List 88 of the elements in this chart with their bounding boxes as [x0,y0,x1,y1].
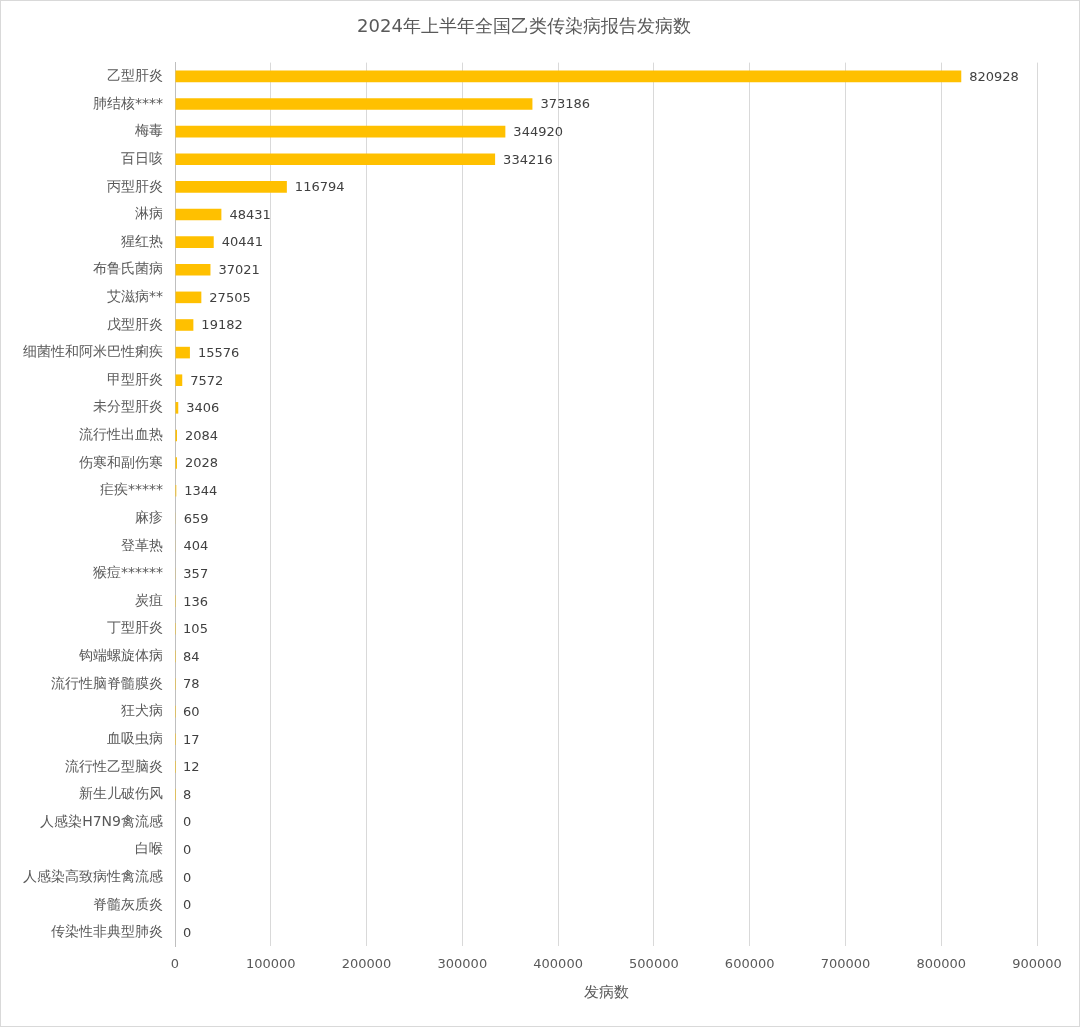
data-label: 84 [183,648,200,664]
data-label: 0 [183,924,192,940]
bar [175,374,183,387]
data-label: 15576 [197,344,240,360]
data-label: 373186 [540,96,591,112]
y-tick-label: 未分型肝炎 [93,398,163,415]
y-tick-label: 登革热 [121,536,163,553]
y-tick-label: 流行性出血热 [79,426,163,443]
data-label: 820928 [969,68,1019,84]
data-label: 8 [183,786,192,802]
bar [175,98,533,110]
y-tick-label: 百日咳 [121,149,163,166]
x-axis-title: 发病数 [583,982,629,1001]
data-label: 1344 [184,483,218,499]
y-tick-label: 猩红热 [121,232,163,249]
y-tick-label: 血吸虫病 [107,729,163,746]
data-label: 105 [183,621,208,637]
data-label: 0 [183,869,192,885]
bar [175,70,962,83]
y-tick-label: 脊髓灰质炎 [93,895,163,912]
y-tick-label: 丁型肝炎 [107,619,163,636]
bar [175,125,506,138]
y-tick-label: 人感染H7N9禽流感 [40,812,163,829]
y-tick-label: 新生儿破伤风 [79,785,163,802]
data-label: 0 [183,897,192,913]
data-label: 3406 [186,400,220,416]
data-label: 48431 [229,206,271,222]
y-tick-label: 人感染高致病性禽流感 [23,867,163,884]
bar [175,181,287,193]
x-tick-label: 900000 [1012,955,1062,971]
bar [175,319,194,331]
y-tick-label: 炭疽 [135,591,163,608]
x-tick-label: 700000 [820,955,871,971]
y-tick-label: 丙型肝炎 [107,177,163,194]
bar [175,153,496,166]
data-label: 0 [183,814,192,830]
y-tick-label: 流行性脑脊髓膜炎 [51,674,163,691]
y-tick-label: 甲型肝炎 [107,370,163,387]
y-tick-label: 艾滋病** [107,288,163,304]
data-label: 12 [183,759,200,775]
x-tick-label: 600000 [724,955,775,971]
y-tick-label: 猴痘****** [93,564,163,581]
y-tick-label: 狂犬病 [121,702,163,719]
bar [175,263,211,276]
y-tick-label: 布鲁氏菌病 [93,260,163,277]
data-label: 19182 [201,317,243,333]
data-label: 334216 [503,151,553,167]
y-tick-label: 梅毒 [134,122,163,139]
x-tick-label: 400000 [533,955,583,971]
y-tick-label: 钩端螺旋体病 [78,647,163,664]
data-label: 2084 [185,427,219,443]
x-tick-label: 200000 [341,955,392,971]
y-tick-label: 戊型肝炎 [107,315,163,332]
data-label: 37021 [218,262,260,278]
data-label: 78 [183,676,200,692]
bar [175,208,222,221]
data-label: 0 [183,842,192,858]
data-label: 17 [183,731,200,747]
data-label: 7572 [190,372,224,388]
y-tick-label: 传染性非典型肺炎 [51,923,163,940]
data-label: 40441 [221,234,264,250]
y-tick-label: 白喉 [135,840,163,857]
data-label: 357 [183,565,209,581]
data-label: 136 [183,593,208,609]
y-tick-label: 伤寒和副伤寒 [79,453,163,470]
data-label: 344920 [513,124,563,140]
data-label: 2028 [184,455,219,471]
y-tick-label: 乙型肝炎 [107,67,163,84]
data-label: 116794 [294,179,345,195]
y-tick-label: 疟疾***** [100,481,163,498]
data-label: 60 [183,704,200,720]
y-tick-label: 淋病 [135,205,163,222]
x-tick-label: 0 [170,955,180,971]
x-tick-label: 100000 [245,955,296,971]
bar [175,236,214,248]
y-tick-label: 麻疹 [135,508,163,525]
bar [175,346,190,359]
x-tick-label: 500000 [629,955,679,971]
y-tick-label: 流行性乙型脑炎 [65,757,163,774]
chart-title: 2024年上半年全国乙类传染病报告发病数 [357,15,691,37]
data-label: 404 [183,538,209,554]
bar [175,291,202,304]
data-label: 659 [183,510,209,526]
y-tick-label: 细菌性和阿米巴性痢疾 [23,343,163,360]
x-tick-label: 800000 [916,955,967,971]
data-label: 27505 [209,289,251,305]
y-tick-label: 肺结核**** [93,94,163,111]
x-tick-label: 300000 [437,955,488,971]
